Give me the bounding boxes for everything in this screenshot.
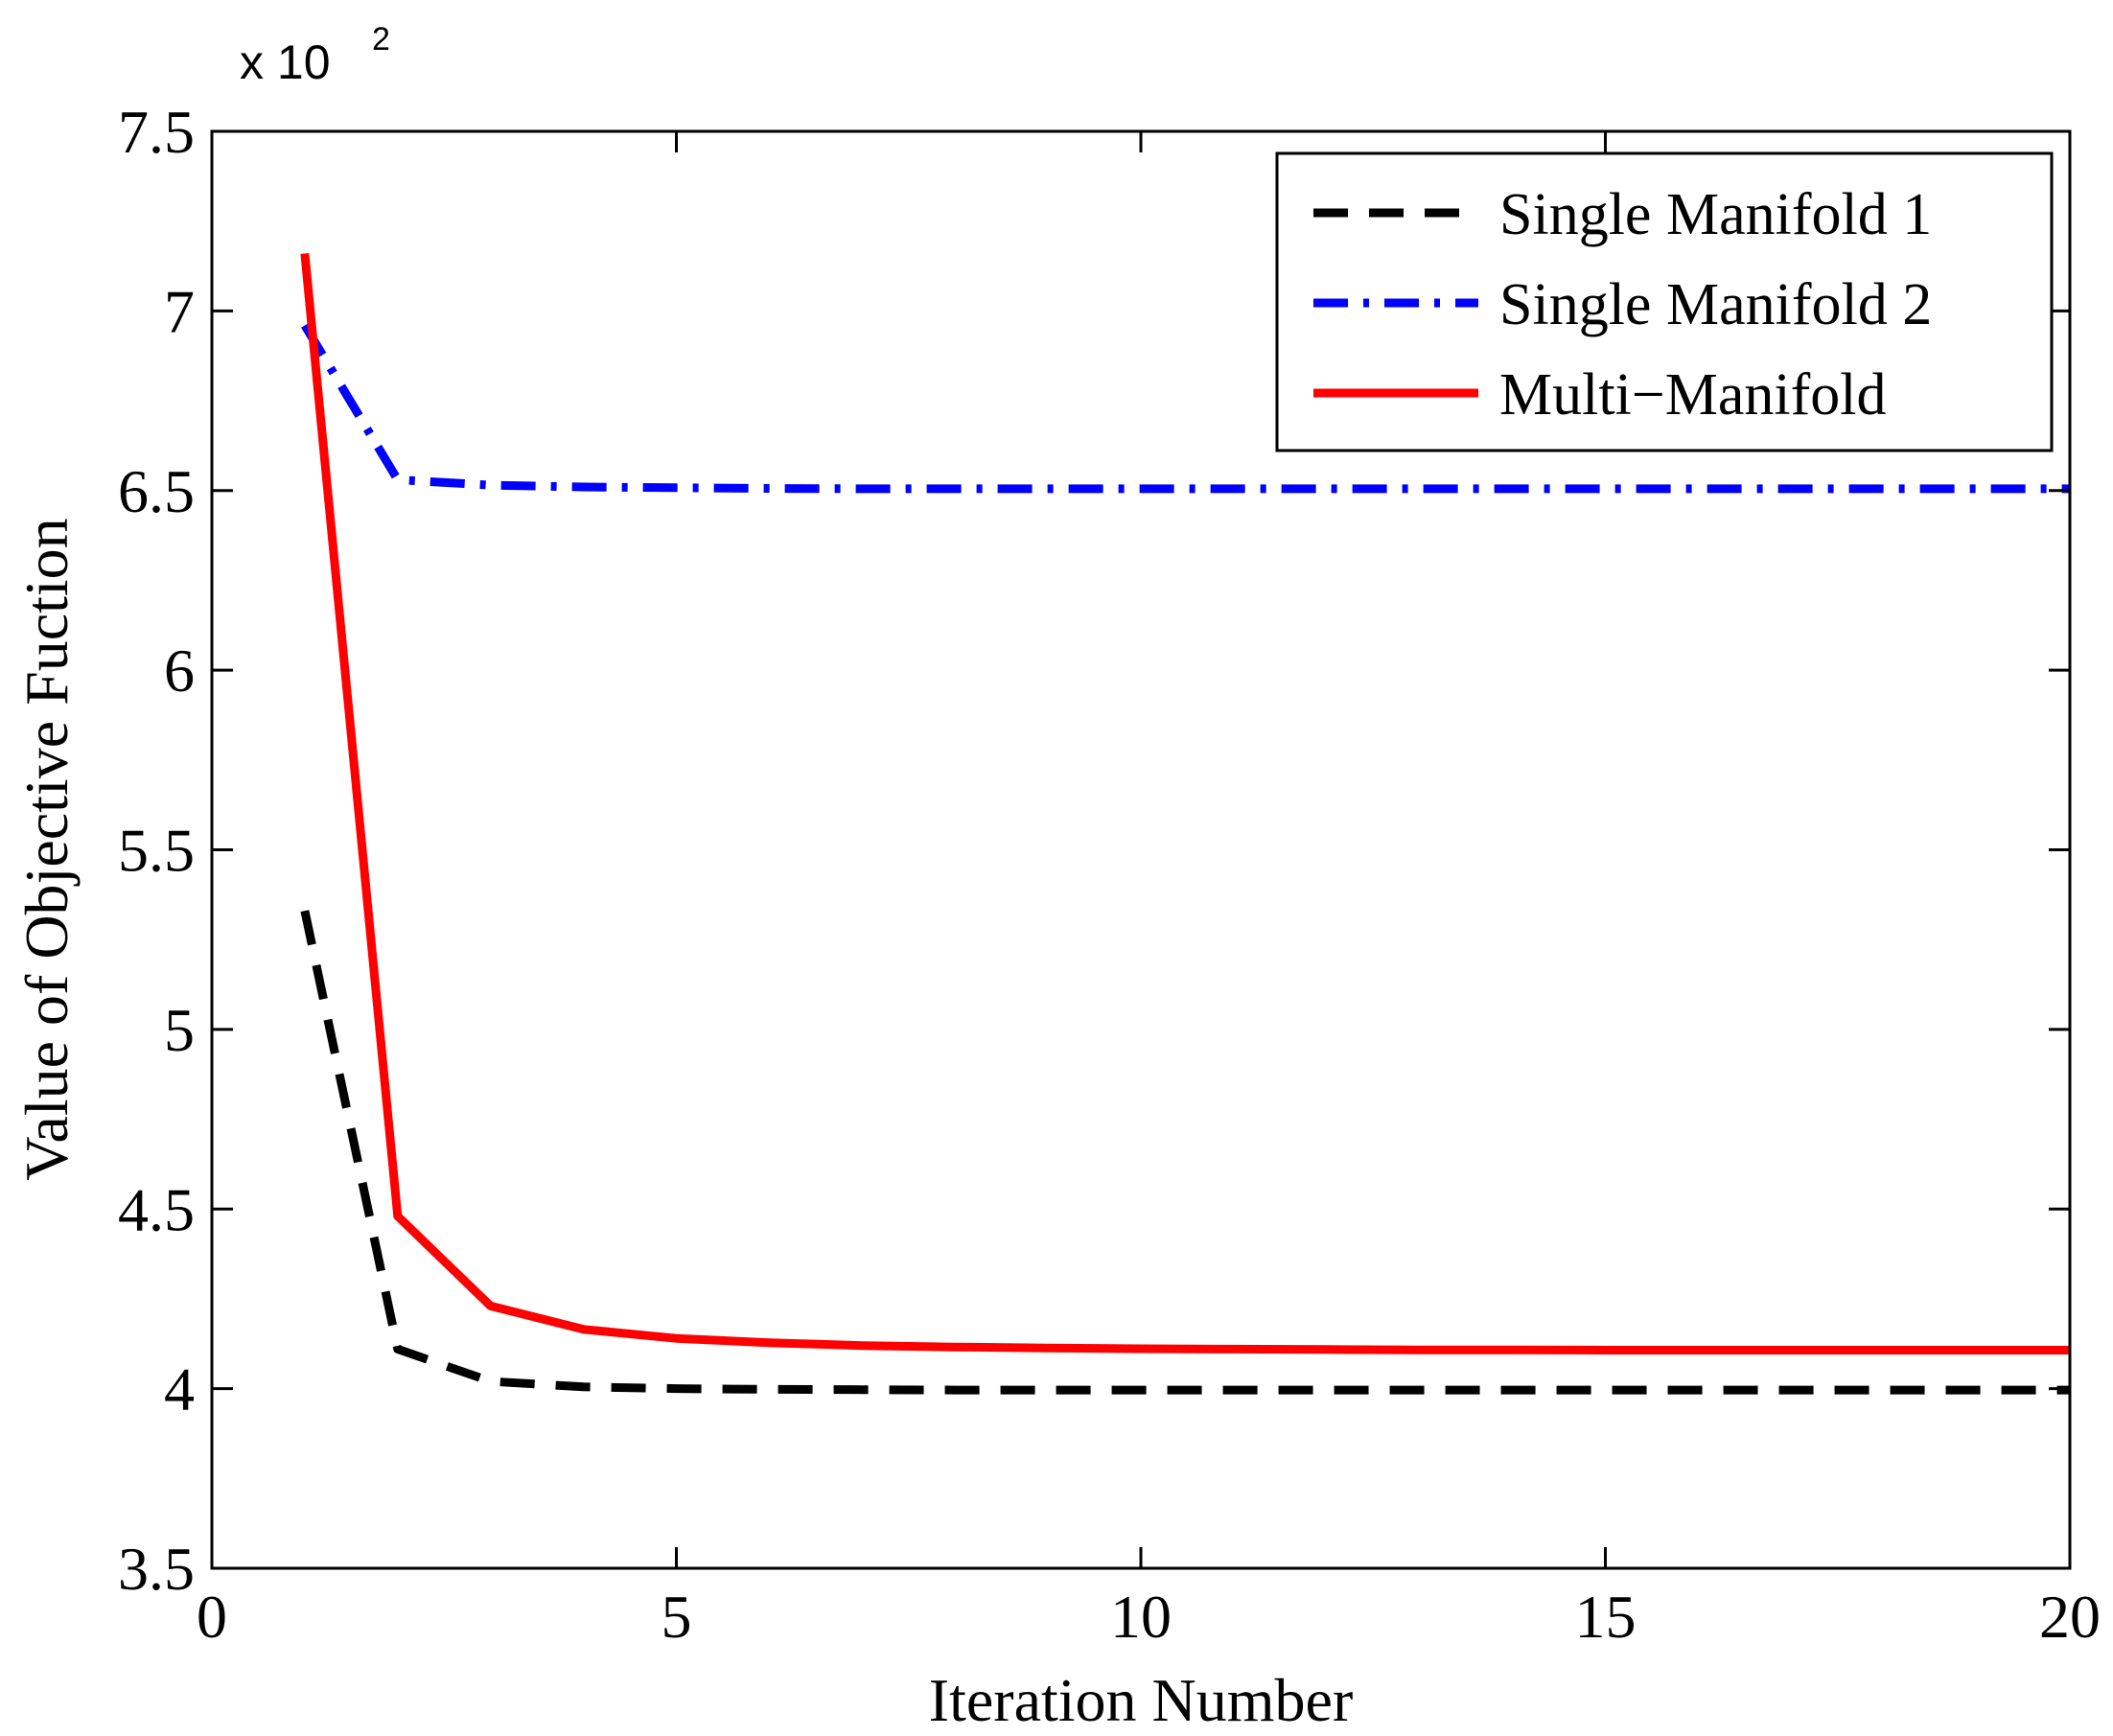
x-tick-label: 15 <box>1575 1583 1637 1651</box>
x-tick-label: 0 <box>197 1583 227 1651</box>
y-tick-label: 6.5 <box>118 457 195 525</box>
legend-label-3: Multi−Manifold <box>1499 362 1887 428</box>
series-layer <box>300 252 2070 1395</box>
series-line-3 <box>300 252 2070 1354</box>
x-tick-label: 5 <box>662 1583 692 1651</box>
series-line-2 <box>301 323 2070 494</box>
y-tick-label: 4 <box>164 1355 195 1424</box>
legend-label-1: Single Manifold 1 <box>1499 182 1932 247</box>
y-tick-label: 5 <box>164 996 195 1064</box>
y-tick-label: 3.5 <box>118 1535 195 1603</box>
x-axis-label: Iteration Number <box>929 1666 1354 1734</box>
axes-layer: 0 5 10 15 20 3.5 4 4.5 5 5.5 6 6.5 7 7.5 <box>118 98 2101 1651</box>
legend: Single Manifold 1 Single Manifold 2 Multi−… <box>1275 151 2054 452</box>
y-exponent-power: 2 <box>372 21 390 58</box>
x-tick-label: 10 <box>1110 1583 1172 1651</box>
y-tick-label: 7 <box>164 277 195 345</box>
series-line-1 <box>300 910 2070 1395</box>
y-tick-label: 4.5 <box>118 1175 195 1243</box>
y-exponent-label: x 10 2 <box>240 21 390 89</box>
x-tick-label: 20 <box>2039 1583 2101 1651</box>
y-axis-label: Value of Objective Fuction <box>12 518 81 1180</box>
y-exponent-prefix: x 10 <box>240 35 331 89</box>
y-tick-label: 6 <box>164 637 195 705</box>
legend-label-2: Single Manifold 2 <box>1499 272 1932 337</box>
y-tick-label: 7.5 <box>118 98 195 166</box>
y-tick-label: 5.5 <box>118 817 195 885</box>
